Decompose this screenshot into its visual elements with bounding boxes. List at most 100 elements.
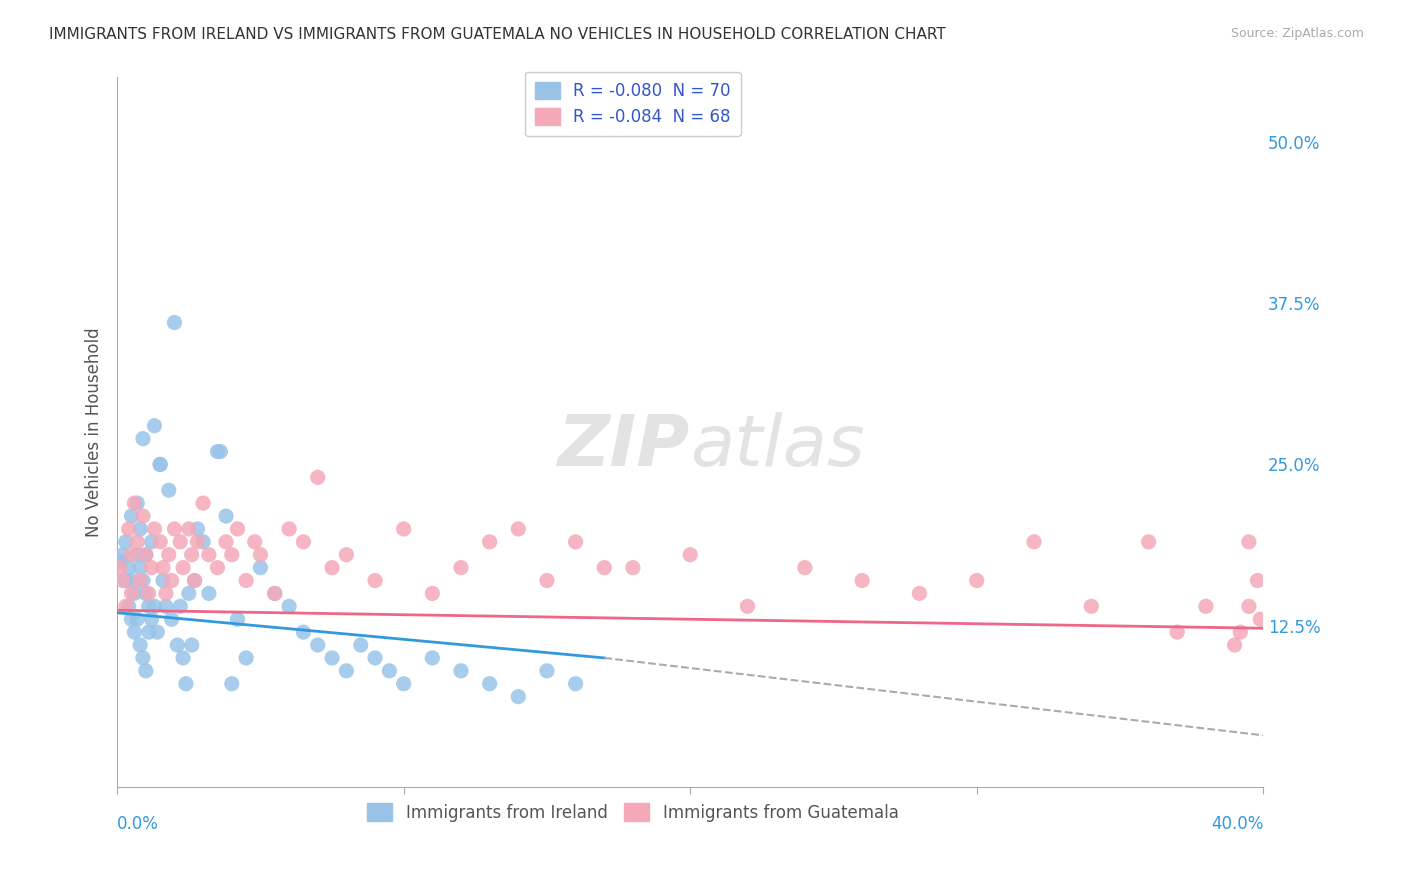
Point	[132, 574, 155, 588]
Point	[1237, 599, 1260, 614]
Point	[1229, 625, 1251, 640]
Point	[138, 625, 160, 640]
Point	[335, 548, 357, 562]
Point	[132, 651, 155, 665]
Text: IMMIGRANTS FROM IRELAND VS IMMIGRANTS FROM GUATEMALA NO VEHICLES IN HOUSEHOLD CO: IMMIGRANTS FROM IRELAND VS IMMIGRANTS FR…	[49, 27, 946, 42]
Point	[121, 548, 143, 562]
Point	[146, 625, 169, 640]
Point	[235, 574, 257, 588]
Point	[174, 677, 197, 691]
Point	[121, 586, 143, 600]
Text: ZIP: ZIP	[558, 412, 690, 481]
Point	[166, 638, 188, 652]
Point	[278, 599, 301, 614]
Point	[180, 638, 202, 652]
Point	[127, 534, 149, 549]
Point	[186, 522, 208, 536]
Text: 0.0%: 0.0%	[117, 815, 159, 833]
Point	[422, 651, 444, 665]
Point	[321, 560, 343, 574]
Point	[138, 599, 160, 614]
Point	[114, 599, 136, 614]
Point	[143, 418, 166, 433]
Point	[114, 534, 136, 549]
Text: Source: ZipAtlas.com: Source: ZipAtlas.com	[1230, 27, 1364, 40]
Point	[129, 522, 152, 536]
Point	[177, 586, 200, 600]
Point	[118, 522, 141, 536]
Point	[422, 586, 444, 600]
Point	[215, 534, 238, 549]
Point	[108, 554, 131, 568]
Point	[143, 522, 166, 536]
Point	[132, 432, 155, 446]
Point	[135, 548, 157, 562]
Point	[249, 548, 271, 562]
Point	[127, 548, 149, 562]
Point	[209, 444, 232, 458]
Point	[155, 599, 177, 614]
Point	[1195, 599, 1218, 614]
Point	[157, 483, 180, 498]
Point	[141, 612, 163, 626]
Point	[321, 651, 343, 665]
Point	[111, 548, 134, 562]
Point	[169, 534, 191, 549]
Point	[191, 496, 214, 510]
Point	[129, 574, 152, 588]
Point	[132, 509, 155, 524]
Point	[1249, 612, 1271, 626]
Point	[155, 586, 177, 600]
Point	[157, 548, 180, 562]
Point	[679, 548, 702, 562]
Point	[108, 560, 131, 574]
Point	[129, 638, 152, 652]
Point	[226, 612, 249, 626]
Point	[621, 560, 644, 574]
Legend: Immigrants from Ireland, Immigrants from Guatemala: Immigrants from Ireland, Immigrants from…	[361, 797, 905, 829]
Point	[243, 534, 266, 549]
Point	[1080, 599, 1102, 614]
Point	[121, 574, 143, 588]
Point	[135, 548, 157, 562]
Point	[1166, 625, 1188, 640]
Point	[249, 560, 271, 574]
Point	[141, 534, 163, 549]
Point	[172, 560, 194, 574]
Point	[593, 560, 616, 574]
Point	[121, 509, 143, 524]
Point	[135, 664, 157, 678]
Point	[350, 638, 373, 652]
Point	[127, 496, 149, 510]
Point	[111, 574, 134, 588]
Point	[163, 522, 186, 536]
Point	[478, 534, 501, 549]
Point	[1022, 534, 1045, 549]
Point	[124, 496, 146, 510]
Point	[278, 522, 301, 536]
Point	[1223, 638, 1246, 652]
Point	[536, 664, 558, 678]
Point	[124, 586, 146, 600]
Point	[169, 599, 191, 614]
Point	[263, 586, 285, 600]
Point	[114, 574, 136, 588]
Point	[138, 586, 160, 600]
Point	[392, 677, 415, 691]
Point	[478, 677, 501, 691]
Point	[364, 651, 387, 665]
Point	[215, 509, 238, 524]
Point	[1137, 534, 1160, 549]
Point	[307, 470, 329, 484]
Point	[177, 522, 200, 536]
Point	[536, 574, 558, 588]
Point	[564, 534, 586, 549]
Point	[183, 574, 205, 588]
Point	[364, 574, 387, 588]
Point	[1237, 534, 1260, 549]
Point	[508, 690, 530, 704]
Point	[149, 534, 172, 549]
Point	[149, 458, 172, 472]
Point	[186, 534, 208, 549]
Point	[235, 651, 257, 665]
